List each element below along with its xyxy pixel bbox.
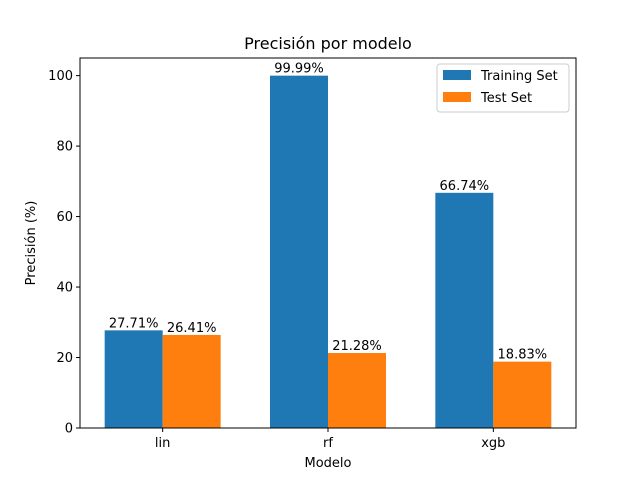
bar-value-label: 27.71% bbox=[109, 316, 159, 331]
legend-swatch bbox=[443, 70, 471, 80]
x-tick-label: rf bbox=[323, 436, 333, 451]
y-axis-label: Precisión (%) bbox=[24, 201, 39, 286]
y-tick-label: 40 bbox=[56, 281, 73, 296]
bar-rf-test bbox=[328, 353, 386, 428]
bar-xgb-test bbox=[493, 361, 552, 428]
bar-xgb-training bbox=[435, 192, 494, 428]
y-axis: 0 20 40 60 80 100 bbox=[48, 69, 80, 437]
bars-group bbox=[104, 75, 552, 428]
legend-label: Test Set bbox=[480, 91, 532, 106]
bar-value-label: 21.28% bbox=[332, 339, 382, 354]
bar-value-label: 99.99% bbox=[274, 62, 324, 77]
x-axis-label: Modelo bbox=[305, 456, 352, 471]
x-tick-label: xgb bbox=[481, 436, 505, 451]
y-tick-label: 100 bbox=[48, 69, 73, 84]
x-tick-label: lin bbox=[155, 436, 170, 451]
y-tick-label: 80 bbox=[56, 140, 73, 155]
x-axis: lin rf xgb bbox=[155, 428, 505, 451]
legend-label: Training Set bbox=[480, 69, 558, 84]
bar-value-label: 66.74% bbox=[440, 179, 490, 194]
y-tick-label: 20 bbox=[56, 351, 73, 366]
bar-lin-test bbox=[162, 334, 221, 428]
bar-value-label: 18.83% bbox=[498, 348, 548, 363]
legend-swatch bbox=[443, 92, 471, 102]
y-tick-label: 0 bbox=[65, 422, 73, 437]
bar-labels-group: 27.71% 99.99% 66.74% 26.41% 21.28% 18.83% bbox=[109, 62, 547, 363]
legend: Training Set Test Set bbox=[436, 63, 570, 113]
bar-value-label: 26.41% bbox=[167, 321, 217, 336]
chart-title: Precisión por modelo bbox=[244, 34, 412, 53]
bar-lin-training bbox=[104, 330, 163, 428]
y-tick-label: 60 bbox=[56, 210, 73, 225]
bar-rf-training bbox=[270, 75, 328, 428]
